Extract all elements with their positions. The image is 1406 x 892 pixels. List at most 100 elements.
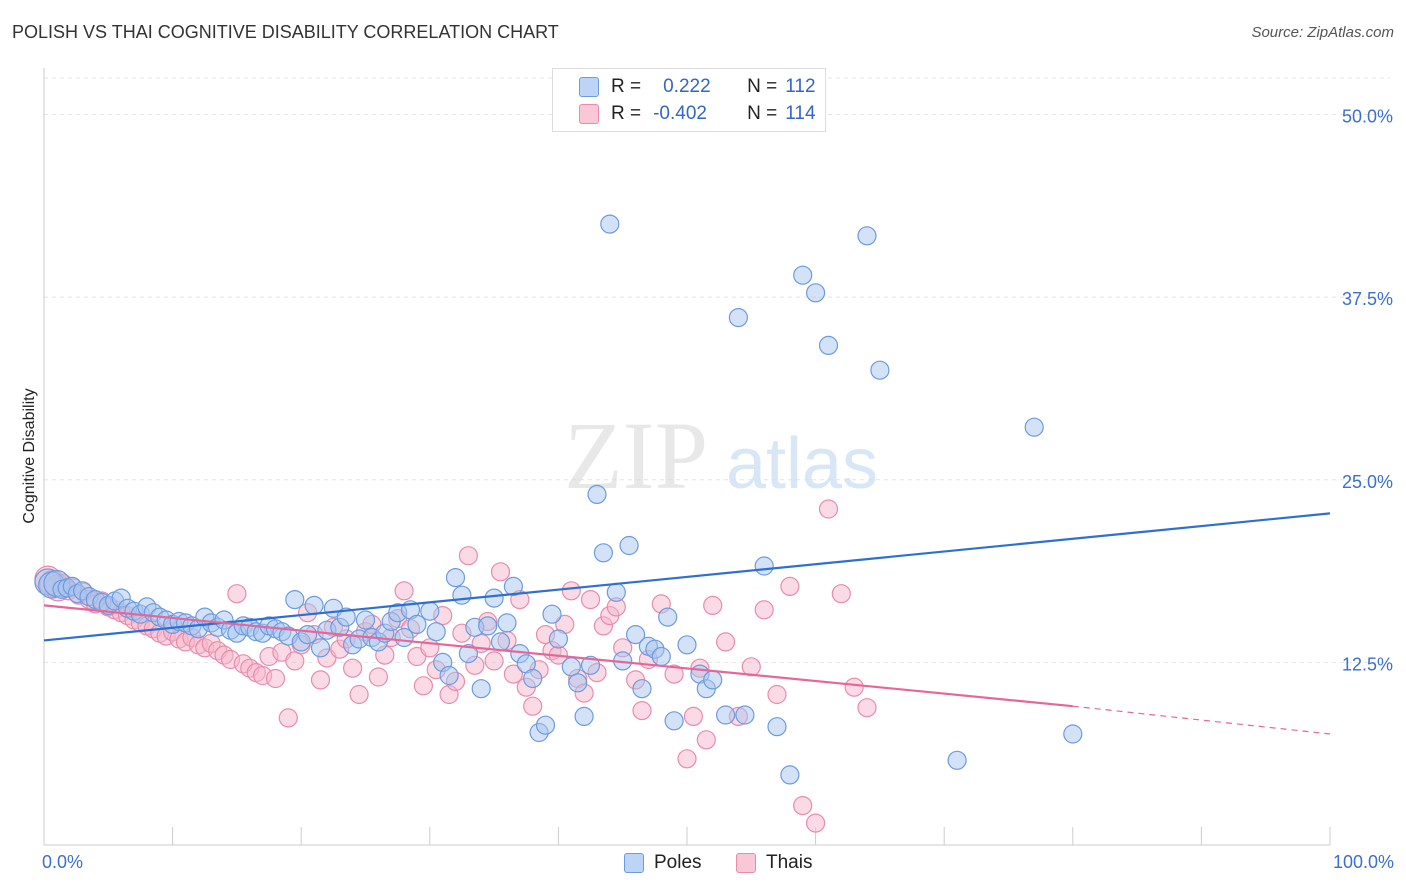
poles-point <box>426 622 446 642</box>
poles-point <box>304 595 324 616</box>
thais-point <box>818 499 839 519</box>
poles-point <box>336 607 356 627</box>
poles-point <box>658 607 678 627</box>
thais-point <box>793 795 813 816</box>
thais-trend-line <box>43 604 1073 708</box>
chart-source: Source: ZipAtlas.com <box>1251 24 1394 41</box>
legend-r-value-thais: -0.402 <box>653 103 707 124</box>
thais-point <box>632 700 652 721</box>
watermark: ZIP atlas <box>564 402 878 509</box>
y-tick-label: 50.0% <box>1342 107 1393 127</box>
poles-point <box>651 646 671 667</box>
series-label-poles: Poles <box>654 852 702 873</box>
poles-point <box>606 582 626 602</box>
thais-point <box>458 546 478 566</box>
poles-point <box>568 673 588 693</box>
thais-points <box>34 499 877 833</box>
poles-point <box>632 679 652 699</box>
thais-point <box>767 684 787 705</box>
poles-point <box>600 214 620 234</box>
poles-point <box>478 616 498 636</box>
poles-point <box>1024 417 1044 437</box>
legend-r-value-poles: 0.222 <box>663 76 711 97</box>
legend-n-value-poles: 112 <box>785 76 816 97</box>
thais-point <box>561 581 581 601</box>
thais-point <box>413 676 433 696</box>
legend-r-label: R = <box>611 103 642 124</box>
poles-point <box>523 668 543 689</box>
thais-point <box>715 632 736 652</box>
poles-point <box>625 624 646 645</box>
y-tick-label: 12.5% <box>1342 654 1393 674</box>
poles-point <box>947 750 967 770</box>
thais-point <box>227 584 247 604</box>
thais-point <box>349 684 369 705</box>
correlation-legend: R = 0.222 N = 112 R = -0.402 N = 114 <box>552 68 826 132</box>
poles-point <box>677 635 697 655</box>
poles-point <box>452 585 472 605</box>
thais-point <box>285 651 305 671</box>
poles-point <box>490 632 511 652</box>
poles-point <box>715 705 736 725</box>
poles-point <box>857 226 877 246</box>
poles-point <box>497 613 517 633</box>
poles-point <box>870 360 890 380</box>
thais-point <box>265 668 286 689</box>
thais-trend-extension <box>1072 705 1331 735</box>
poles-point <box>407 614 427 635</box>
poles-point <box>664 711 684 731</box>
poles-point <box>458 643 478 664</box>
series-label-thais: Thais <box>766 852 813 873</box>
x-tick-max: 100.0% <box>1332 852 1394 872</box>
poles-point <box>767 717 787 737</box>
poles-point <box>548 629 569 649</box>
poles-point <box>310 638 331 658</box>
series-swatch-poles <box>624 853 644 873</box>
y-tick-labels: 12.5% 25.0% 37.5% 50.0% <box>1342 107 1393 675</box>
thais-point <box>490 562 511 582</box>
thais-point <box>857 698 877 718</box>
x-tick-min: 0.0% <box>42 852 84 872</box>
poles-point <box>542 604 562 624</box>
thais-point <box>831 584 851 604</box>
poles-point <box>728 308 749 328</box>
poles-point <box>793 265 813 285</box>
thais-point <box>805 813 826 833</box>
series-legend-poles[interactable]: Poles <box>624 852 702 874</box>
poles-point <box>587 484 607 504</box>
watermark-atlas: atlas <box>726 424 878 504</box>
poles-point <box>735 705 755 725</box>
poles-point <box>484 588 504 608</box>
y-tick-label: 25.0% <box>1342 472 1393 492</box>
poles-point <box>619 535 639 556</box>
poles-point <box>420 601 440 621</box>
poles-point <box>439 665 459 686</box>
thais-point <box>580 589 601 610</box>
poles-point <box>593 543 614 563</box>
poles-point <box>780 765 800 785</box>
thais-point <box>523 696 543 716</box>
poles-point <box>703 670 723 690</box>
poles-point <box>535 715 556 735</box>
thais-point <box>503 664 524 684</box>
thais-point <box>683 706 704 727</box>
thais-point <box>343 658 363 678</box>
poles-point <box>445 567 466 588</box>
thais-point <box>664 664 684 684</box>
legend-row-thais: R = -0.402 N = 114 <box>579 100 816 128</box>
series-legend-thais[interactable]: Thais <box>736 852 812 874</box>
legend-swatch-poles <box>579 77 599 97</box>
thais-point <box>310 670 331 690</box>
thais-point <box>278 708 298 728</box>
poles-point <box>574 706 594 727</box>
axes <box>43 68 1331 846</box>
poles-points <box>34 214 1083 785</box>
legend-n-value-thais: 114 <box>785 103 816 124</box>
poles-point <box>580 655 601 675</box>
poles-trend-line <box>43 512 1331 642</box>
thais-point <box>844 677 864 697</box>
trend-lines <box>43 512 1331 735</box>
legend-n-label: N = <box>747 103 778 124</box>
poles-point <box>471 679 491 699</box>
